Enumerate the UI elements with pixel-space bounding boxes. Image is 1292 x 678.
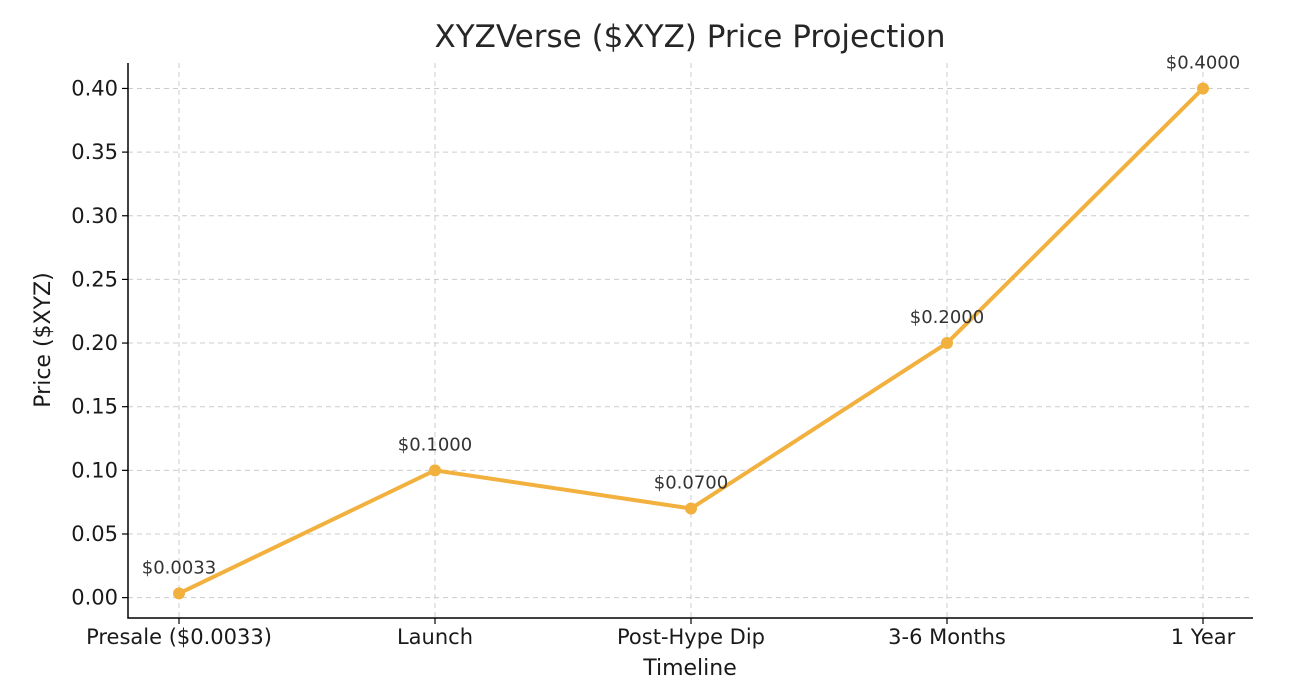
data-label: $0.0033 <box>142 557 216 578</box>
x-axis-label: Timeline <box>642 656 737 678</box>
data-point <box>1197 82 1209 95</box>
data-label: $0.2000 <box>910 307 984 328</box>
grid <box>128 63 1253 618</box>
x-tick-label: Presale ($0.0033) <box>86 625 272 649</box>
y-tick-label: 0.35 <box>71 140 118 164</box>
data-labels: $0.0033 $0.1000 $0.0700 $0.2000 $0.4000 <box>142 52 1240 578</box>
data-label: $0.0700 <box>654 473 728 494</box>
y-tick-label: 0.30 <box>71 204 118 228</box>
x-tick-label: 1 Year <box>1171 625 1236 649</box>
y-tick-label: 0.10 <box>71 458 118 482</box>
x-tick-label: 3-6 Months <box>888 625 1006 649</box>
y-tick-label: 0.05 <box>71 522 118 546</box>
y-tick-label: 0.15 <box>71 395 118 419</box>
axis-ticks: 0.00 0.05 0.10 0.15 0.20 0.25 0.30 0.35 0.40 Pres… <box>71 76 1235 649</box>
data-label: $0.4000 <box>1166 52 1240 73</box>
chart-title: XYZVerse ($XYZ) Price Projection <box>434 19 945 55</box>
data-point <box>685 502 697 515</box>
axis-spines <box>127 63 1253 619</box>
data-point <box>941 337 953 350</box>
x-tick-label: Post-Hype Dip <box>617 625 765 649</box>
y-tick-label: 0.00 <box>71 586 118 610</box>
y-tick-label: 0.40 <box>71 76 118 100</box>
y-tick-label: 0.20 <box>71 331 118 355</box>
axes <box>127 63 1253 619</box>
y-tick-label: 0.25 <box>71 267 118 291</box>
y-axis-label: Price ($XYZ) <box>31 272 56 407</box>
data-point <box>173 587 185 600</box>
data-point <box>429 464 441 477</box>
data-points <box>173 82 1209 600</box>
data-label: $0.1000 <box>398 434 472 455</box>
x-tick-label: Launch <box>397 625 473 649</box>
